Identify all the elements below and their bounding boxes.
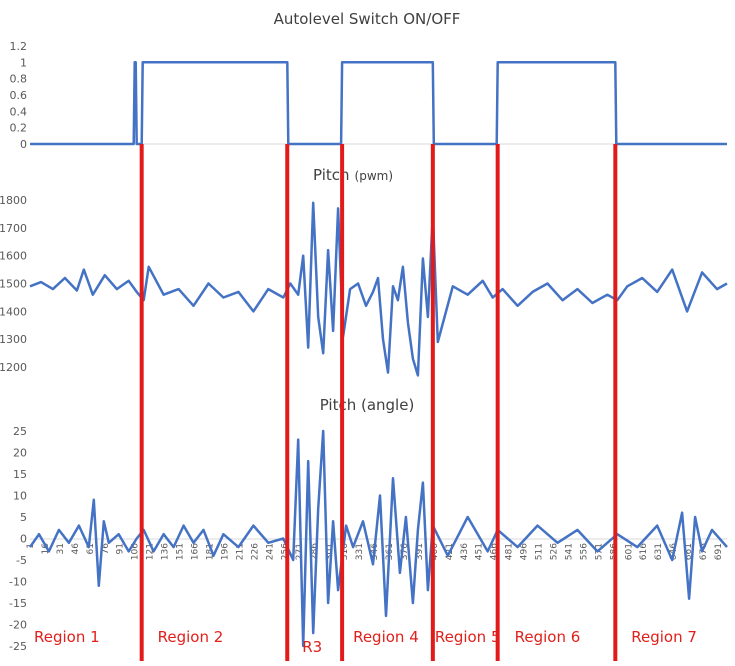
- chart-title-pitch-pwm: Pitch (pwm): [313, 166, 393, 184]
- x-tick-label: 241: [265, 543, 275, 560]
- chart-title-pitch-angle: Pitch (angle): [320, 396, 415, 414]
- x-tick-label: 526: [549, 543, 559, 560]
- x-tick-label: 511: [535, 543, 545, 560]
- x-tick-label: 451: [475, 543, 485, 560]
- region-label-4: Region 4: [353, 628, 419, 646]
- series-line-3: [28, 429, 728, 648]
- x-tick-label: 481: [505, 543, 515, 560]
- x-tick-label: 616: [639, 543, 649, 560]
- x-tick-label: 376: [400, 543, 410, 560]
- region-label-6: Region 6: [515, 628, 581, 646]
- region-label-7: Region 7: [631, 628, 697, 646]
- x-tick-label: 136: [161, 543, 171, 560]
- x-tick-label: 76: [101, 543, 111, 555]
- y-tick-label: -25: [9, 640, 27, 653]
- y-tick-label: 0.2: [10, 122, 28, 135]
- x-tick-label: 151: [176, 543, 186, 560]
- x-tick-label: 91: [116, 543, 126, 554]
- y-tick-label: 0.8: [10, 73, 28, 86]
- y-tick-label: 1400: [0, 305, 27, 318]
- chart-title-pitch-pwm-unit: (pwm): [355, 169, 393, 183]
- region-label-1: Region 1: [34, 628, 100, 646]
- x-tick-label: 556: [579, 543, 589, 560]
- y-tick-label: 1600: [0, 250, 27, 263]
- x-tick-label: 436: [460, 543, 470, 560]
- y-tick-label: 0.4: [10, 105, 28, 118]
- y-tick-label: 1: [20, 56, 27, 69]
- y-tick-label: 1500: [0, 278, 27, 291]
- x-tick-label: 466: [490, 543, 500, 560]
- x-tick-label: 331: [355, 543, 365, 560]
- region-label-3: R3: [302, 638, 322, 656]
- x-tick-label: 391: [415, 543, 425, 560]
- x-tick-label: 211: [235, 543, 245, 560]
- y-tick-label: 5: [20, 511, 27, 524]
- x-tick-label: 61: [86, 543, 96, 554]
- y-tick-label: 0.6: [10, 89, 28, 102]
- y-tick-label: -20: [9, 619, 27, 632]
- series-line-2: [29, 201, 728, 377]
- x-tick-label: 661: [684, 543, 694, 560]
- x-tick-label: 106: [131, 543, 141, 560]
- x-tick-label: 601: [624, 543, 634, 560]
- y-tick-label: 1200: [0, 361, 27, 374]
- x-tick-label: 46: [71, 543, 81, 555]
- axes-layer: 0 0.2 0.4 0.6 0.8 1 1.2 1200 1300 1400 1500 1600 170…: [0, 40, 727, 653]
- y-tick-label: 10: [13, 490, 27, 503]
- x-tick-label: 496: [520, 543, 530, 560]
- y-tick-label: 25: [13, 425, 27, 438]
- x-tick-label: 196: [220, 543, 230, 560]
- chart-title-switch: Autolevel Switch ON/OFF: [274, 10, 461, 28]
- y-tick-label: -5: [16, 554, 27, 567]
- y-tick-label: 20: [13, 447, 27, 460]
- x-tick-label: 31: [56, 543, 66, 554]
- x-tick-label: 121: [146, 543, 156, 560]
- y-tick-label: 0: [20, 533, 27, 546]
- region-label-5: Region 5: [435, 628, 501, 646]
- y-tick-label: -15: [9, 597, 27, 610]
- y-tick-label: 15: [13, 468, 27, 481]
- region-labels-layer: Region 1 Region 2 R3 Region 4 Region 5 Region…: [34, 628, 697, 656]
- x-tick-label: 541: [564, 543, 574, 560]
- x-tick-label: 181: [205, 543, 215, 560]
- x-tick-label: 676: [699, 543, 709, 560]
- y-tick-label: 1700: [0, 222, 27, 235]
- y-tick-label: 1.2: [10, 40, 28, 53]
- x-tick-label: 286: [310, 543, 320, 560]
- region-dividers-layer: [139, 144, 618, 661]
- x-tick-label: 166: [191, 543, 201, 560]
- x-tick-label: 571: [594, 543, 604, 560]
- x-tick-label: 226: [250, 543, 260, 560]
- x-tick-label: 691: [714, 543, 724, 560]
- y-tick-label: 1300: [0, 333, 27, 346]
- x-tick-label: 631: [654, 543, 664, 560]
- y-tick-label: -10: [9, 576, 27, 589]
- series-line-1: [30, 61, 727, 146]
- y-tick-label: 0: [20, 138, 27, 151]
- x-tick-label: 316: [340, 543, 350, 560]
- region-label-2: Region 2: [158, 628, 224, 646]
- y-tick-label: 1800: [0, 194, 27, 207]
